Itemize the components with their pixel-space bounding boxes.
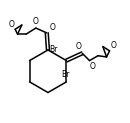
- Text: O: O: [50, 23, 56, 32]
- Text: O: O: [90, 62, 96, 71]
- Text: Br: Br: [62, 70, 70, 79]
- Text: O: O: [32, 17, 38, 26]
- Text: O: O: [76, 42, 82, 51]
- Text: Br: Br: [49, 45, 58, 54]
- Text: O: O: [110, 41, 116, 50]
- Text: O: O: [9, 20, 15, 29]
